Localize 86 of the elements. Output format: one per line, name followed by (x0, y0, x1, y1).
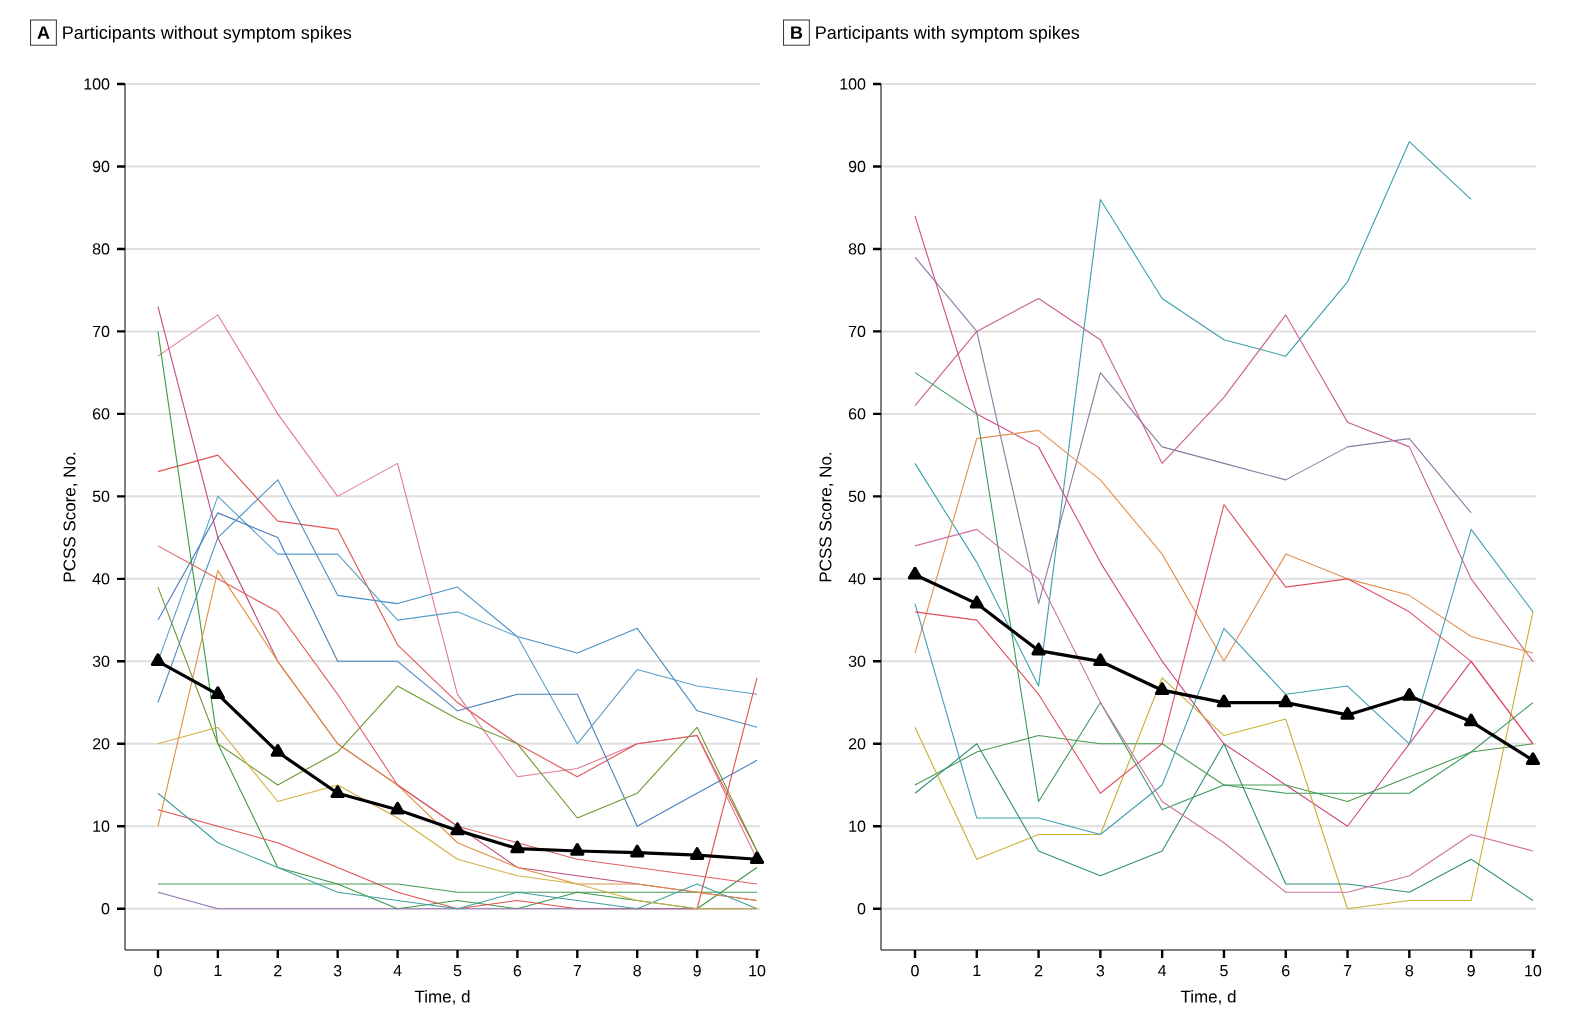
x-tick-label: 0 (154, 965, 162, 977)
x-tick-label: 3 (333, 965, 342, 977)
point (630, 844, 645, 858)
line-series (914, 611, 1534, 910)
point (1402, 687, 1417, 701)
point (570, 843, 585, 856)
line-series (157, 792, 758, 910)
line-series (914, 528, 1534, 893)
x-tick-label: 7 (573, 965, 581, 977)
y-tick-label: 30 (92, 655, 110, 667)
x-tick-label: 5 (453, 965, 462, 977)
y-tick-label: 20 (848, 738, 866, 750)
x-tick-label: 10 (1525, 965, 1542, 977)
point (1525, 752, 1541, 766)
x-tick-label: 8 (1405, 965, 1414, 977)
line-series (914, 743, 1534, 902)
y-tick-label: 60 (92, 408, 110, 420)
y-tick-label: 80 (848, 243, 866, 255)
point (210, 686, 225, 700)
line-series (914, 504, 1534, 794)
y-tick-label: 50 (848, 490, 866, 503)
y-axis-title: PCSS Score, No. (819, 452, 834, 582)
y-tick-label: 80 (92, 243, 110, 255)
y-tick-label: 100 (84, 78, 110, 90)
point (907, 566, 923, 580)
point (150, 653, 166, 667)
x-tick-label: 4 (393, 965, 402, 977)
y-tick-label: 10 (849, 820, 866, 832)
point (450, 822, 465, 836)
y-tick-label: 40 (848, 573, 866, 585)
point (270, 744, 285, 757)
point (1093, 653, 1108, 667)
y-tick-label: 40 (92, 573, 110, 585)
point (330, 785, 345, 799)
line-series (157, 512, 758, 827)
point (689, 847, 705, 860)
point (510, 840, 525, 854)
point (749, 851, 765, 865)
x-tick-label: 8 (633, 965, 641, 977)
x-tick-label: 1 (973, 965, 981, 977)
point (1031, 642, 1046, 656)
point (1340, 706, 1355, 720)
x-axis-title: Time, d (1180, 990, 1236, 1005)
y-tick-label: 10 (93, 820, 110, 832)
y-tick-label: 70 (92, 325, 110, 338)
y-tick-label: 0 (857, 903, 866, 915)
x-tick-label: 7 (1343, 965, 1352, 977)
x-tick-label: 6 (1282, 965, 1290, 977)
chart-title: Participants without symptom spikes (63, 25, 352, 43)
x-tick-label: 1 (214, 965, 222, 977)
y-axis-title: PCSS Score, No. (63, 452, 78, 582)
x-tick-label: 4 (1158, 965, 1167, 977)
y-tick-label: 90 (848, 160, 866, 173)
line-series (914, 297, 1534, 662)
x-tick-label: 6 (513, 965, 522, 977)
line-series (157, 726, 758, 910)
x-tick-label: 0 (911, 965, 919, 977)
point (1216, 694, 1232, 708)
x-axis-title: Time, d (414, 990, 470, 1005)
x-tick-label: 5 (1220, 965, 1228, 977)
y-tick-label: 60 (848, 408, 866, 420)
text: A (37, 26, 50, 39)
y-tick-label: 90 (92, 160, 110, 173)
x-tick-label: 3 (1096, 965, 1105, 977)
line-series (914, 141, 1472, 687)
y-tick-label: 20 (92, 738, 110, 750)
x-tick-label: 2 (1034, 965, 1043, 977)
point (1463, 713, 1479, 727)
point (390, 801, 405, 815)
line-series (914, 256, 1472, 605)
y-tick-label: 70 (848, 325, 866, 338)
point (1155, 682, 1170, 695)
y-tick-label: 0 (101, 903, 110, 915)
y-tick-label: 100 (840, 78, 866, 90)
x-tick-label: 9 (1467, 965, 1475, 977)
line-series (914, 528, 1534, 836)
x-tick-label: 2 (274, 965, 282, 977)
x-tick-label: 10 (749, 965, 766, 977)
text: B (791, 26, 803, 39)
x-tick-label: 9 (693, 965, 701, 977)
point (1278, 694, 1293, 708)
y-tick-label: 30 (848, 655, 866, 667)
y-tick-label: 50 (92, 490, 110, 503)
line-series (914, 429, 1534, 662)
chart-title: Participants with symptom spikes (816, 25, 1080, 43)
point (969, 595, 984, 609)
